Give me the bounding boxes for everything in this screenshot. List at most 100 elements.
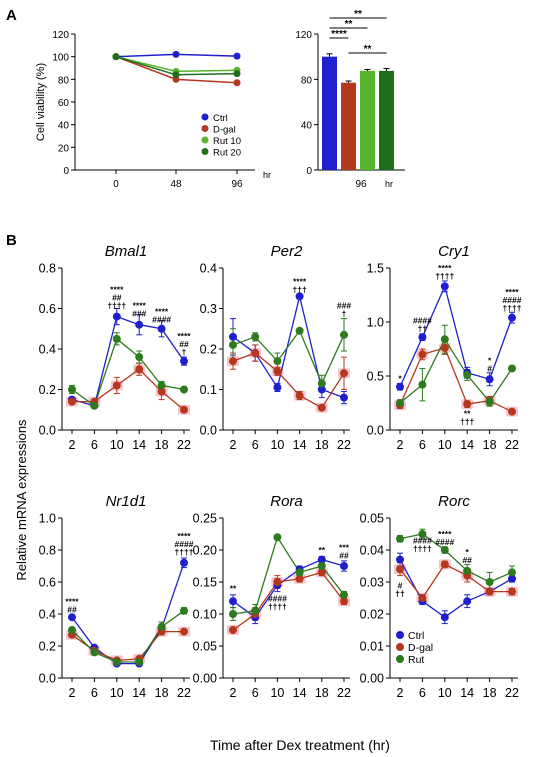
significance-label: ** bbox=[354, 9, 362, 20]
data-point-dgal bbox=[508, 587, 516, 596]
y-tick-label: 0.2 bbox=[200, 343, 217, 357]
y-tick-label: 0.6 bbox=[39, 302, 56, 316]
bar-rut20 bbox=[379, 70, 394, 170]
x-tick-label: 6 bbox=[252, 686, 259, 700]
data-point-dgal bbox=[273, 578, 282, 586]
viability-line-chart: 0 20 40 60 80 100 120 0 48 96 hr Cell viability (%)… bbox=[35, 30, 271, 190]
significance-label: #### bbox=[435, 537, 454, 547]
significance-label: ** bbox=[464, 408, 471, 418]
bar-dgal bbox=[341, 82, 356, 170]
data-point-rut bbox=[295, 326, 304, 335]
data-point-rut bbox=[251, 606, 260, 615]
data-point-dgal bbox=[180, 405, 188, 414]
x-unit-label: hr bbox=[385, 179, 393, 189]
x-tick-label: 22 bbox=[505, 438, 519, 452]
significance-label: †† bbox=[395, 588, 405, 598]
legend-marker-dgal bbox=[396, 643, 404, 651]
data-point-dgal bbox=[485, 587, 494, 596]
significance-label: **** bbox=[438, 529, 452, 539]
data-point-dgal bbox=[68, 397, 76, 406]
significance-label: **** bbox=[177, 531, 191, 541]
y-tick-label: 0.4 bbox=[39, 608, 56, 622]
data-point-rut bbox=[317, 379, 326, 388]
significance-label: # bbox=[487, 364, 492, 374]
legend-label-ctrl: Ctrl bbox=[408, 630, 424, 642]
data-point-ctrl bbox=[440, 282, 449, 291]
y-tick-label: 0.00 bbox=[360, 672, 384, 686]
y-tick-label: 0.00 bbox=[193, 672, 217, 686]
legend-marker-rut bbox=[396, 655, 404, 663]
y-tick-label: 0.0 bbox=[39, 424, 56, 438]
data-point-rut bbox=[485, 397, 494, 406]
data-point-rut bbox=[396, 399, 404, 407]
x-tick-label: 10 bbox=[110, 438, 124, 452]
data-point-ctrl bbox=[396, 382, 404, 391]
x-tick-label: 10 bbox=[270, 686, 284, 700]
data-point-dgal bbox=[135, 365, 144, 374]
b-ylabel: Relative mRNA expressions bbox=[14, 419, 29, 581]
data-point-rut bbox=[396, 534, 404, 543]
data-point-rut bbox=[90, 401, 99, 410]
bar-rut10 bbox=[360, 70, 375, 170]
y-tick-label: 80 bbox=[301, 75, 313, 86]
panel-label-b: B bbox=[6, 232, 17, 249]
data-point-ctrl bbox=[463, 597, 472, 606]
data-point-rut bbox=[180, 606, 188, 615]
significance-label: † bbox=[342, 309, 347, 319]
data-point-rut bbox=[485, 578, 494, 586]
rora-chart: Rora 0.00 0.05 0.10 0.15 0.20 0.25 2 6 10 14 18 22 **… bbox=[193, 493, 351, 700]
significance-label: ## bbox=[179, 339, 189, 349]
x-tick-label: 2 bbox=[397, 438, 404, 452]
y-tick-label: 0.05 bbox=[360, 512, 384, 526]
x-tick-label: 22 bbox=[177, 438, 191, 452]
significance-label: #### bbox=[503, 295, 522, 305]
data-point-ctrl bbox=[340, 393, 348, 402]
y-tick-label: 0.0 bbox=[39, 672, 56, 686]
data-point-dgal bbox=[317, 403, 326, 412]
y-tick-label: 60 bbox=[58, 98, 70, 109]
data-point-rut20 bbox=[233, 70, 241, 78]
chart-title: Per2 bbox=[271, 243, 303, 260]
significance-label: * bbox=[398, 373, 402, 383]
significance-label: ** bbox=[345, 19, 353, 30]
x-tick-label: 22 bbox=[177, 686, 191, 700]
y-tick-label: 0.6 bbox=[39, 576, 56, 590]
significance-label: ** bbox=[364, 44, 372, 55]
significance-label: **** bbox=[155, 307, 169, 317]
significance-label: *** bbox=[339, 542, 350, 552]
data-point-dgal bbox=[396, 565, 404, 574]
y-tick-label: 40 bbox=[58, 121, 70, 132]
y-tick-label: 100 bbox=[52, 53, 69, 64]
data-point-ctrl bbox=[396, 555, 404, 564]
x-tick-label: 10 bbox=[110, 686, 124, 700]
y-tick-label: 0.1 bbox=[200, 383, 217, 397]
data-point-ctrl bbox=[508, 574, 516, 583]
y-tick-label: 0 bbox=[306, 166, 312, 177]
data-point-dgal bbox=[418, 350, 427, 359]
significance-label: **** bbox=[331, 29, 347, 40]
data-point-dgal bbox=[180, 627, 188, 636]
significance-label: **** bbox=[65, 596, 79, 606]
y-axis-label: Cell viability (%) bbox=[35, 63, 47, 141]
y-tick-label: 0.4 bbox=[200, 262, 217, 276]
y-tick-label: 0 bbox=[63, 166, 69, 177]
data-point-dgal bbox=[229, 626, 237, 634]
series-line-dgal bbox=[232, 571, 345, 631]
y-tick-label: 1.0 bbox=[367, 316, 384, 330]
data-point-rut bbox=[90, 648, 99, 657]
significance-label: ## bbox=[67, 604, 77, 614]
data-point-rut bbox=[157, 622, 166, 631]
data-point-ctrl bbox=[68, 613, 76, 622]
data-point-rut bbox=[440, 335, 449, 344]
y-tick-label: 0.01 bbox=[360, 640, 384, 654]
y-tick-label: 0.25 bbox=[193, 512, 217, 526]
x-tick-label: 6 bbox=[419, 438, 426, 452]
legend-label-ctrl: Ctrl bbox=[213, 113, 228, 124]
data-point-rut bbox=[340, 330, 348, 339]
significance-label: †††† bbox=[107, 301, 126, 311]
y-tick-label: 0.3 bbox=[200, 302, 217, 316]
significance-label: ### bbox=[337, 301, 351, 311]
data-point-ctrl bbox=[317, 555, 326, 564]
data-point-rut bbox=[463, 370, 472, 379]
